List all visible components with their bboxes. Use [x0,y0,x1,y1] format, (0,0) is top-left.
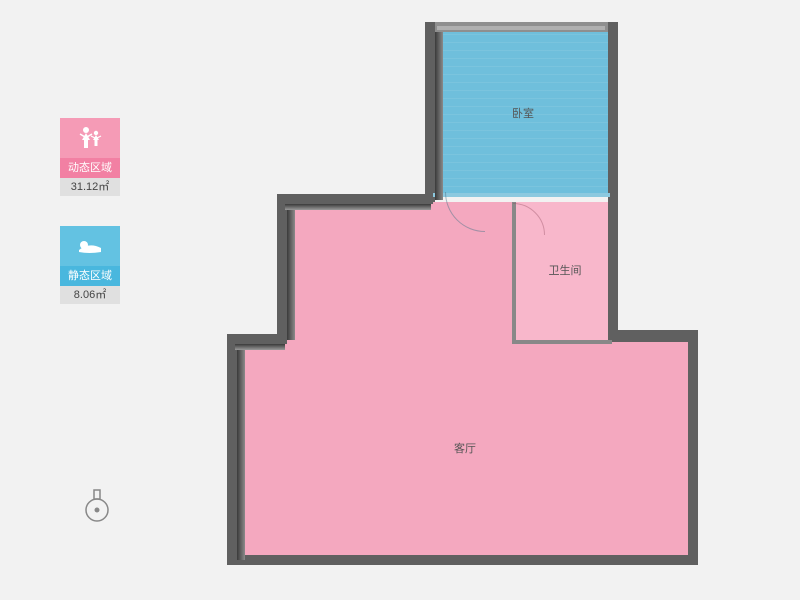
wall-shadow-2 [287,204,295,340]
wall-shadow-3 [237,344,245,560]
wall-right-lower [688,330,698,565]
legend-static: 静态区域 8.06㎡ [60,226,120,304]
wall-bottom [227,555,697,565]
compass-icon [82,488,112,524]
wall-right-step [608,330,698,342]
wall-step1-top [277,194,433,204]
legend-dynamic: 动态区域 31.12㎡ [60,118,120,196]
legend-static-icon-box [60,226,120,266]
wall-bedroom-right [608,22,618,342]
room-bedroom-label: 卧室 [503,105,543,121]
wall-step2-left [227,334,237,562]
wall-shadow-5 [235,344,285,350]
wall-shadow-1 [435,32,443,200]
legend-panel: 动态区域 31.12㎡ 静态区域 8.06㎡ [60,118,120,334]
wall-shadow-4 [285,204,431,210]
wall-bathroom-bottom [512,340,612,344]
room-living-label: 客厅 [445,440,485,456]
wall-bedroom-top-inner [437,26,605,30]
legend-dynamic-value: 31.12㎡ [60,178,120,196]
wall-step1-left [277,194,287,344]
people-icon [76,124,104,152]
sleeping-icon [75,236,105,256]
legend-static-label: 静态区域 [60,266,120,286]
legend-dynamic-icon-box [60,118,120,158]
legend-dynamic-label: 动态区域 [60,158,120,178]
legend-static-value: 8.06㎡ [60,286,120,304]
wall-bedroom-left [425,22,435,202]
floorplan: 卧室 卫生间 客厅 [235,30,705,565]
room-bathroom-label: 卫生间 [543,262,587,278]
